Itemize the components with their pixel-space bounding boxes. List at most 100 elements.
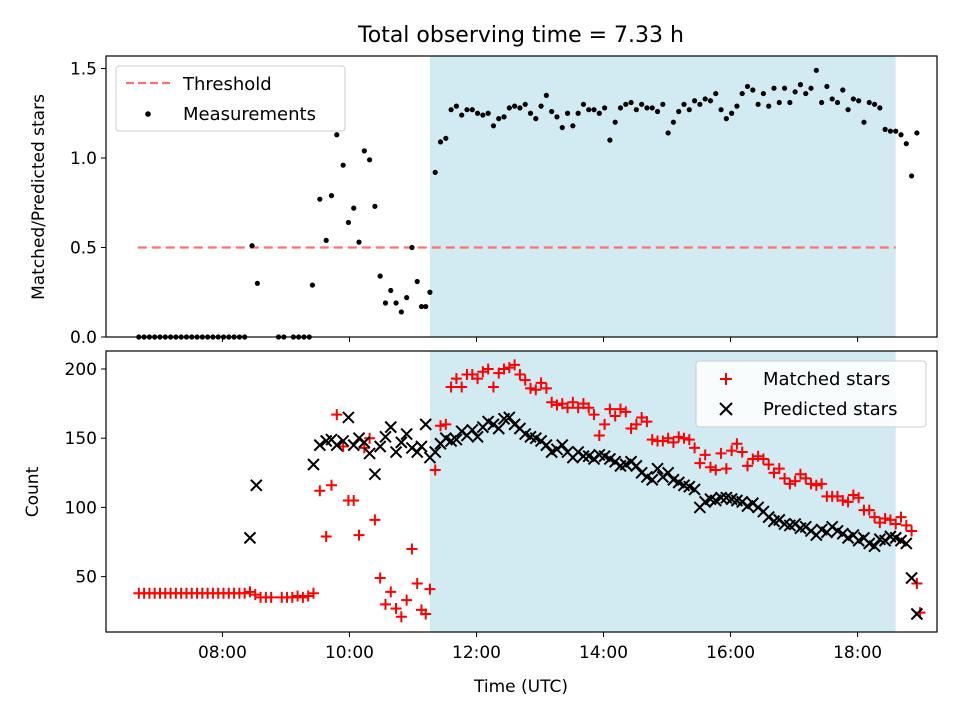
measurement-point — [564, 110, 571, 116]
measurement-point — [866, 99, 872, 106]
measurement-point — [834, 99, 841, 106]
measurement-point — [819, 99, 825, 106]
x-tick-label: 12:00 — [452, 643, 501, 663]
matched-star-point — [816, 478, 828, 490]
matched-star-point — [411, 578, 423, 590]
matched-star-point — [879, 512, 891, 524]
predicted-star-point — [395, 436, 408, 449]
bottom-y-tick-label: 50 — [75, 568, 97, 588]
matched-star-point — [562, 402, 574, 414]
predicted-star-point — [347, 438, 360, 452]
predicted-star-point — [415, 440, 428, 453]
matched-star-point — [630, 418, 642, 430]
matched-star-point — [424, 583, 436, 595]
measurement-point — [414, 278, 420, 285]
measurement-point — [356, 239, 362, 245]
measurement-point — [845, 107, 851, 113]
measurement-point — [639, 101, 645, 107]
measurement-point — [702, 96, 708, 102]
measurement-point — [398, 309, 404, 315]
measurement-point — [713, 90, 719, 97]
predicted-star-point — [419, 418, 432, 431]
legend-measurements-swatch — [145, 111, 151, 117]
predicted-star-point — [243, 531, 257, 545]
matched-star-point — [726, 445, 738, 457]
matched-star-point — [869, 511, 881, 523]
measurement-point — [750, 87, 756, 93]
measurement-point — [393, 300, 399, 306]
measurement-point — [591, 107, 597, 113]
predicted-star-point — [661, 466, 675, 480]
x-tick-label: 14:00 — [579, 643, 628, 663]
matched-star-point — [379, 598, 391, 610]
measurement-point — [803, 90, 809, 97]
top-axis-ticks: 0.0 0.5 1.0 1.5 — [70, 60, 859, 348]
measurement-point — [345, 219, 352, 226]
measurement-point — [607, 137, 613, 143]
x-tick-label: 10:00 — [325, 643, 374, 663]
measurement-point — [382, 300, 389, 306]
matched-star-point — [369, 514, 381, 526]
predicted-star-point — [400, 427, 413, 441]
bottom-legend: Matched stars Predicted stars — [695, 360, 927, 428]
top-shaded-region — [429, 56, 896, 337]
predicted-star-point — [646, 473, 659, 486]
measurement-point — [681, 101, 687, 107]
predicted-star-point — [714, 491, 728, 504]
predicted-star-point — [688, 483, 701, 496]
top-legend: Threshold Measurements — [115, 65, 346, 132]
predicted-star-point — [492, 422, 505, 435]
measurement-point — [697, 101, 703, 107]
measurement-point — [485, 110, 491, 116]
predicted-star-point — [868, 539, 881, 553]
matched-star-point — [800, 472, 812, 484]
measurement-point — [871, 101, 878, 107]
x-tick-label: 16:00 — [706, 643, 755, 663]
measurement-point — [792, 89, 798, 95]
measurement-point — [766, 103, 772, 109]
matched-star-point — [307, 587, 319, 599]
measurement-point — [887, 128, 894, 134]
measurement-point — [317, 196, 323, 202]
matched-star-point — [906, 525, 918, 537]
measurement-point — [512, 103, 518, 109]
matched-star-point — [646, 434, 658, 446]
measurement-point — [654, 108, 661, 115]
measurement-point — [586, 107, 592, 113]
top-legend-frame — [115, 65, 346, 132]
bottom-panel: 50 100 150 200 08:00 10:00 12:00 14:00 16:00 18:0… — [23, 350, 938, 697]
measurement-point — [877, 105, 883, 111]
top-y-tick-label: 1.0 — [70, 149, 97, 169]
matched-star-point — [320, 530, 332, 542]
matched-star-point — [853, 492, 865, 504]
matched-star-point — [509, 359, 521, 371]
measurement-point — [372, 203, 378, 209]
measurement-point — [575, 110, 581, 116]
matched-star-point — [551, 399, 563, 411]
measurement-point — [813, 67, 819, 73]
measurement-point — [617, 105, 624, 111]
measurement-point — [840, 87, 846, 93]
measurement-point — [361, 148, 367, 154]
matched-star-point — [641, 416, 653, 428]
matched-star-point — [757, 453, 769, 465]
measurement-point — [665, 130, 671, 136]
legend-threshold-label: Threshold — [182, 74, 272, 95]
bottom-plot-marks — [133, 359, 926, 623]
matched-star-point — [286, 591, 298, 603]
measurement-point — [517, 105, 523, 111]
bottom-y-tick-label: 200 — [65, 360, 97, 380]
measurement-point — [527, 110, 534, 116]
measurement-point — [850, 96, 856, 102]
matched-star-point — [599, 418, 611, 430]
predicted-star-point — [905, 571, 918, 585]
bottom-axes-frame — [105, 350, 938, 633]
top-panel: 0.0 0.5 1.0 1.5 Matched/Predicted stars Thr… — [29, 55, 938, 348]
matched-star-point — [385, 586, 397, 598]
measurement-point — [323, 237, 329, 243]
matched-star-point — [514, 369, 526, 381]
predicted-star-point — [389, 445, 403, 459]
measurement-point — [781, 85, 788, 91]
matched-star-point — [535, 377, 547, 389]
